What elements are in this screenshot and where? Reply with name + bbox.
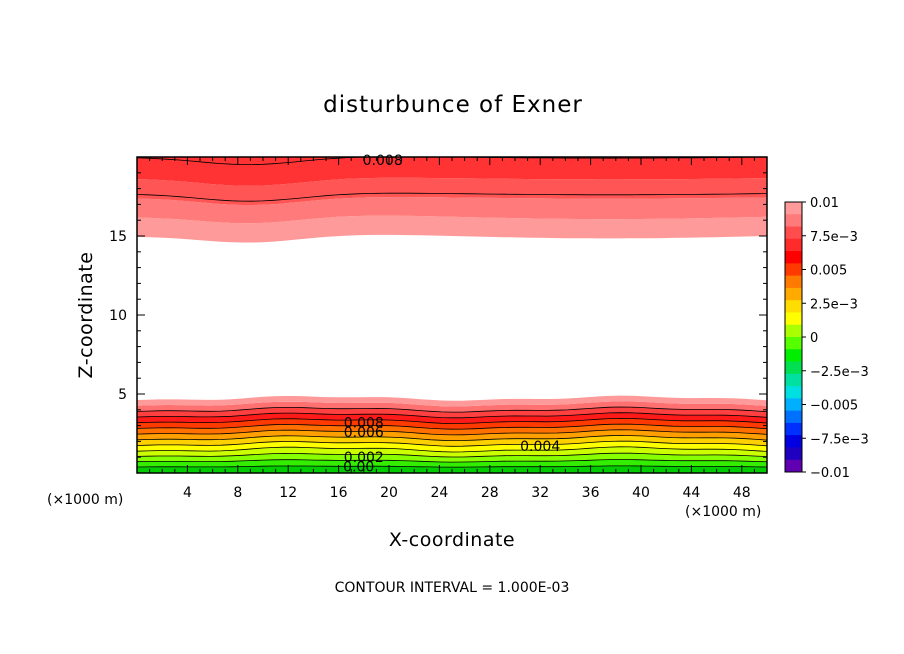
x-tick-label: 12	[279, 485, 297, 501]
contour-line	[137, 459, 767, 463]
contour-band-bottom	[137, 401, 767, 413]
colorbar-swatch	[785, 312, 802, 326]
x-tick-label: 44	[682, 485, 700, 501]
contour-line	[137, 423, 767, 430]
colorbar-swatch	[785, 398, 802, 412]
colorbar-label: −2.5e−3	[810, 365, 869, 380]
contour-line	[137, 446, 767, 453]
colorbar-swatch	[785, 202, 802, 215]
contour-band-top	[137, 197, 767, 224]
x-tick-label: 36	[582, 485, 600, 501]
colorbar-label: 0.005	[810, 264, 847, 279]
contour-interval-label: CONTOUR INTERVAL = 1.000E-03	[335, 580, 570, 596]
contour-line	[137, 157, 767, 166]
contour-band-bottom	[137, 395, 767, 407]
contour-label: 0.006	[344, 425, 384, 441]
colorbar-swatch	[785, 435, 802, 448]
contour-line	[137, 465, 767, 468]
chart-title: disturbunce of Exner	[323, 92, 583, 118]
contour-line	[137, 429, 767, 436]
x-tick-label: 40	[632, 485, 650, 501]
colorbar-swatch	[785, 349, 802, 363]
contour-line	[137, 412, 767, 419]
colorbar-labels: 0.01 7.5e−3 0.005 2.5e−3 0 −2.5e−3 −0.005 −7.5e…	[802, 196, 869, 481]
colorbar-swatch	[785, 373, 802, 387]
x-tick-label: 28	[481, 485, 499, 501]
colorbar-swatch	[785, 251, 802, 264]
contour-band-bottom	[137, 453, 767, 463]
contour-line	[137, 434, 767, 442]
colorbar-swatch	[785, 300, 802, 313]
colorbar-swatch	[785, 459, 802, 473]
colorbar-swatch	[785, 238, 802, 252]
y-axis: 5 10 15	[109, 172, 767, 458]
colorbar-label: −0.01	[810, 466, 850, 481]
x-tick-label: 48	[733, 485, 751, 501]
colorbar-swatch	[785, 263, 802, 277]
y-tick-label: 10	[109, 308, 127, 324]
x-tick-label: 8	[233, 485, 242, 501]
x-axis-label: X-coordinate	[389, 529, 515, 551]
contour-line	[137, 452, 767, 458]
colorbar-label: 0	[810, 331, 818, 346]
contour-band-bottom	[137, 446, 767, 457]
x-tick-label: 16	[330, 485, 348, 501]
colorbar-swatch	[785, 337, 802, 350]
colorbar-swatch	[785, 447, 802, 461]
x-unit-label-left: (×1000 m)	[47, 492, 123, 508]
colorbar	[784, 201, 803, 473]
x-tick-label: 20	[380, 485, 398, 501]
x-tick-label: 4	[183, 485, 192, 501]
contour-label: 0.004	[520, 439, 560, 455]
contour-band-bottom	[137, 459, 767, 468]
colorbar-label: 0.01	[810, 196, 839, 211]
colorbar-swatch	[785, 386, 802, 399]
colorbar-label: 2.5e−3	[810, 297, 858, 312]
x-axis: 4 8 12 16 20 24 28 32 36 40 44 48	[149, 157, 755, 501]
y-tick-label: 15	[109, 229, 127, 245]
contour-line	[137, 406, 767, 413]
colorbar-swatch	[785, 422, 802, 436]
y-axis-label: Z-coordinate	[75, 252, 97, 379]
colorbar-swatch	[785, 324, 802, 338]
colorbar-label: −0.005	[810, 399, 858, 414]
colorbar-swatch	[785, 226, 802, 240]
contour-band-top	[137, 157, 767, 186]
colorbar-swatch	[785, 287, 802, 301]
contour-label: 0.008	[363, 153, 403, 169]
contour-line	[137, 192, 767, 202]
colorbar-label: −7.5e−3	[810, 432, 869, 447]
contour-label: 0.002	[344, 450, 384, 466]
x-unit-label-right: (×1000 m)	[685, 504, 761, 520]
colorbar-swatch	[785, 361, 802, 375]
y-tick-label: 5	[118, 387, 127, 403]
contour-line	[137, 440, 767, 447]
x-tick-label: 32	[531, 485, 549, 501]
x-tick-label: 24	[430, 485, 448, 501]
colorbar-label: 7.5e−3	[810, 230, 858, 245]
colorbar-swatch	[785, 214, 802, 228]
contour-lines	[137, 157, 767, 468]
colorbar-swatch	[785, 410, 802, 424]
contour-band-top	[137, 215, 767, 243]
contour-label: 0.008	[344, 415, 384, 431]
contour-line	[137, 417, 767, 424]
colorbar-swatch	[785, 275, 802, 289]
